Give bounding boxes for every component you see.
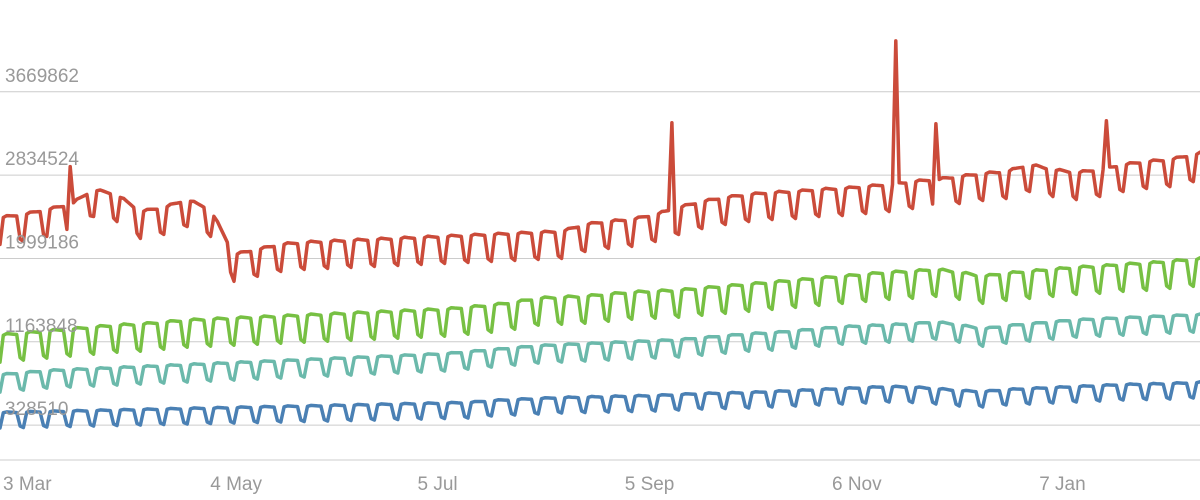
x-tick-label: 4 May: [210, 474, 262, 495]
series-line-1: [0, 256, 1200, 364]
y-tick-label: 3669862: [5, 66, 79, 87]
x-axis-labels: 3 Mar 4 May 5 Jul 5 Sep 6 Nov 7 Jan: [3, 474, 1086, 495]
x-tick-label: 5 Sep: [625, 474, 675, 495]
y-axis-labels: 328510 1163848 1999186 2834524 3669862: [5, 66, 79, 420]
y-tick-label: 1999186: [5, 232, 79, 253]
series-group: [0, 39, 1200, 430]
x-tick-label: 7 Jan: [1039, 474, 1085, 495]
x-tick-label: 6 Nov: [832, 474, 882, 495]
series-line-2: [0, 312, 1200, 394]
y-tick-label: 2834524: [5, 149, 79, 170]
y-tick-label: 328510: [5, 399, 68, 420]
x-tick-label: 5 Jul: [417, 474, 457, 495]
grid-lines: [0, 91, 1200, 461]
y-tick-label: 1163848: [5, 316, 78, 337]
series-line-0: [0, 39, 1200, 284]
series-line-3: [0, 380, 1200, 430]
x-tick-label: 3 Mar: [3, 474, 52, 495]
